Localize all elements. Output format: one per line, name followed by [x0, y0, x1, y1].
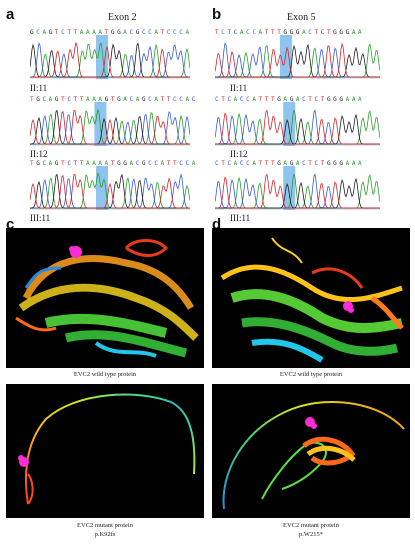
sequence-a3: TGCAGTCTTAAAATGGACGCCATTCCA [30, 160, 198, 167]
caption-d-mutant-line2: p.W215* [298, 530, 323, 538]
exon-5-title: Exon 5 [287, 12, 316, 23]
panel-letter-d: d [212, 216, 222, 233]
protein-structure-c-mutant [6, 384, 204, 518]
panel-letter-a: a [6, 6, 15, 23]
caption-c-mutant-line1: EVC2 mutant protein [77, 522, 133, 529]
protein-structure-d-wildtype [212, 228, 410, 368]
chromatogram-a3 [30, 166, 190, 210]
chromatogram-b1 [215, 35, 380, 79]
sequence-a1: GCAGTCTTAAAATGGACGCCATCCCA [30, 29, 192, 36]
sequence-b2: CTCACCATTTGAGACTCTGGGAAA [215, 96, 365, 103]
sample-label-b2: II:12 [230, 149, 248, 159]
caption-c-wildtype: EVC2 wild type protein [73, 371, 137, 378]
caption-c-mutant: EVC2 mutant protein p.K92fs [6, 522, 204, 540]
protein-structure-c-wildtype [6, 228, 204, 368]
sample-label-a1: II:11 [30, 83, 48, 93]
sample-label-b3: III:11 [230, 213, 251, 223]
sample-label-a2: II:12 [30, 149, 48, 159]
chromatogram-b2 [215, 102, 380, 146]
sequence-a2: TGCAGTCTTAAAGTGACAGCATTCCAC [30, 96, 198, 103]
panel-letter-c: c [6, 216, 15, 233]
sequence-b1: TCTCACCATTTGGGACTCTGGGAA [215, 29, 365, 36]
sequence-b3: CTCACCATTTGAGACTCTGGGAAA [215, 160, 365, 167]
sample-label-a3: III:11 [30, 213, 51, 223]
caption-d-wildtype: EVC2 wild type protein [279, 371, 343, 378]
caption-d-mutant: EVC2 mutant protein p.W215* [212, 522, 410, 540]
chromatogram-b3 [215, 166, 380, 210]
caption-d-mutant-line1: EVC2 mutant protein [283, 522, 339, 529]
protein-structure-d-mutant [212, 384, 410, 518]
sample-label-b1: II:11 [230, 83, 248, 93]
chromatogram-a2 [30, 102, 190, 146]
caption-c-mutant-line2: p.K92fs [94, 530, 116, 538]
chromatogram-a1 [30, 35, 190, 79]
panel-letter-b: b [212, 6, 222, 23]
exon-2-title: Exon 2 [108, 12, 137, 23]
